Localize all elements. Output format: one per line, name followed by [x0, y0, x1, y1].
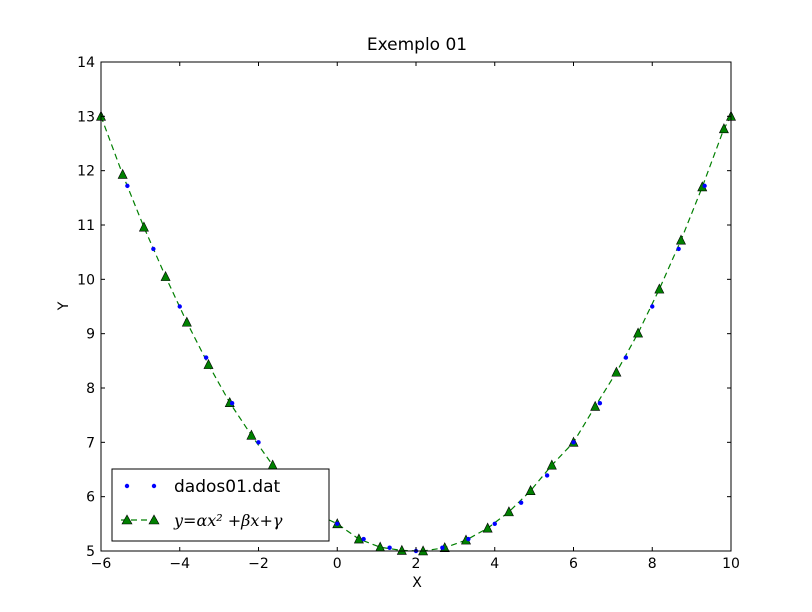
legend-label-data: dados01.dat — [174, 477, 281, 497]
y-axis: 5 6 7 8 9 10 11 12 13 14 — [77, 55, 731, 560]
fit-curve-point — [117, 168, 128, 179]
y-tick-label: 13 — [77, 109, 95, 125]
y-tick-label: 9 — [86, 327, 95, 343]
data-point — [151, 246, 156, 252]
y-tick-label: 11 — [77, 218, 95, 234]
y-tick-label: 8 — [86, 381, 95, 397]
x-tick-label: 4 — [490, 556, 499, 572]
fit-curve-point — [482, 522, 493, 533]
legend-marker-fit-2 — [148, 514, 160, 525]
x-tick-label: 0 — [333, 556, 342, 572]
x-tick-label: 2 — [412, 556, 421, 572]
x-tick-label: 6 — [569, 556, 578, 572]
fit-curve-point — [633, 327, 644, 338]
y-axis-label: Y — [56, 301, 72, 311]
x-axis-label: X — [412, 575, 422, 591]
data-point — [492, 521, 497, 527]
data-point — [466, 536, 471, 542]
x-axis: −6 −4 −2 0 2 4 6 8 10 — [91, 62, 740, 572]
legend-entry-fit: y=αx² +βx+γ — [121, 511, 283, 530]
fit-curve-point — [611, 366, 622, 377]
data-point — [650, 304, 655, 309]
fit-curve-point — [160, 270, 171, 281]
fit-curve-point — [676, 234, 686, 245]
y-tick-label: 10 — [77, 272, 95, 288]
legend-box — [111, 468, 330, 542]
legend-entry-data: dados01.dat — [124, 477, 281, 497]
data-point — [256, 440, 261, 445]
chart-title: Exemplo 01 — [367, 35, 467, 55]
fit-curve-point — [525, 485, 536, 495]
x-tick-label: −6 — [91, 556, 112, 572]
fit-curve-point — [203, 358, 214, 369]
fit-curve-point — [353, 533, 364, 544]
fit-curve-point — [138, 221, 149, 232]
data-point — [597, 401, 603, 406]
y-tick-label: 14 — [77, 55, 95, 71]
x-tick-label: 8 — [648, 556, 657, 572]
data-point — [177, 304, 182, 309]
y-tick-label: 5 — [86, 544, 95, 560]
y-tick-label: 6 — [86, 490, 95, 506]
x-tick-label: 10 — [722, 556, 740, 572]
fit-curve-point — [590, 400, 601, 411]
data-point — [544, 473, 550, 478]
legend-marker-data-2 — [151, 483, 157, 489]
data-point — [203, 355, 209, 360]
fit-curve-point — [718, 123, 729, 134]
fit-curve-point — [654, 283, 665, 294]
data-point — [518, 500, 524, 505]
data-point — [571, 440, 576, 445]
fit-curve-point — [546, 459, 557, 470]
data-point — [335, 521, 340, 527]
legend-label-fit: y=αx² +βx+γ — [173, 511, 283, 530]
data-point — [440, 545, 445, 550]
legend-marker-fit-1 — [121, 514, 133, 525]
y-tick-label: 12 — [77, 164, 95, 180]
data-point — [125, 183, 130, 189]
legend: dados01.dat y=αx² +βx+γ — [111, 468, 330, 542]
x-tick-label: −4 — [169, 556, 190, 572]
fit-curve-point — [181, 316, 192, 327]
data-point — [623, 355, 629, 360]
legend-marker-data-1 — [124, 483, 130, 489]
fit-curve-point — [503, 506, 514, 517]
data-point — [361, 536, 366, 542]
data-point — [229, 401, 235, 406]
x-tick-label: −2 — [248, 556, 269, 572]
data-point — [676, 246, 681, 252]
data-point — [387, 545, 392, 550]
fit-curve-point — [246, 429, 257, 440]
y-tick-label: 7 — [86, 435, 95, 451]
data-point — [702, 183, 707, 189]
fit-curve-point — [396, 544, 407, 555]
